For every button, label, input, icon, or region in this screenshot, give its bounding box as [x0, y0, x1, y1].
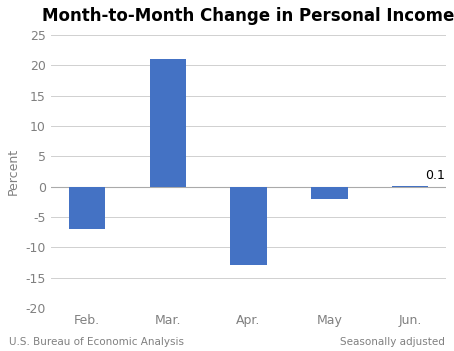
Y-axis label: Percent: Percent	[7, 148, 20, 195]
Title: Month-to-Month Change in Personal Income: Month-to-Month Change in Personal Income	[42, 7, 454, 25]
Bar	[149, 59, 186, 187]
Text: Seasonally adjusted: Seasonally adjusted	[340, 338, 445, 347]
Text: 0.1: 0.1	[425, 169, 444, 182]
Bar	[230, 187, 267, 265]
Bar	[69, 187, 105, 229]
Bar	[392, 186, 429, 187]
Bar	[311, 187, 348, 199]
Text: U.S. Bureau of Economic Analysis: U.S. Bureau of Economic Analysis	[9, 338, 184, 347]
